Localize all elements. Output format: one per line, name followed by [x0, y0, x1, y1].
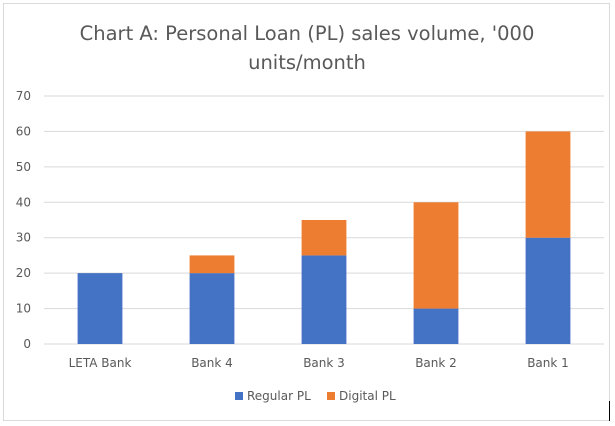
bar-regular-pl	[301, 255, 347, 344]
x-tick-label: Bank 1	[527, 356, 569, 370]
x-tick-label: Bank 2	[415, 356, 457, 370]
chart-title-line: units/month	[248, 51, 366, 74]
legend: Regular PL Digital PL	[235, 389, 396, 403]
x-tick-label: Bank 4	[191, 356, 233, 370]
chart-frame: Chart A: Personal Loan (PL) sales volume…	[3, 3, 610, 421]
x-tick-label: LETA Bank	[69, 356, 132, 370]
y-tick-label: 70	[16, 89, 31, 103]
bar-digital-pl	[189, 255, 235, 274]
legend-label: Regular PL	[247, 389, 311, 403]
bar-regular-pl	[77, 273, 123, 344]
bars	[77, 131, 571, 344]
y-tick-label: 20	[16, 266, 31, 280]
legend-swatch	[235, 392, 243, 400]
x-tick-label: Bank 3	[303, 356, 345, 370]
y-tick-label: 0	[23, 337, 31, 351]
legend-label: Digital PL	[339, 389, 396, 403]
y-tick-label: 30	[16, 231, 31, 245]
chart-svg: Chart A: Personal Loan (PL) sales volume…	[16, 22, 604, 403]
legend-swatch	[327, 392, 335, 400]
bar-digital-pl	[413, 202, 459, 309]
bar-regular-pl	[189, 273, 235, 344]
x-axis-ticks: LETA Bank Bank 4 Bank 3 Bank 2 Bank 1	[69, 356, 569, 370]
bar-regular-pl	[525, 237, 571, 344]
bar-regular-pl	[413, 308, 459, 344]
text-cursor	[609, 401, 610, 421]
y-tick-label: 10	[16, 302, 31, 316]
chart-title-line: Chart A: Personal Loan (PL) sales volume…	[80, 22, 535, 45]
chart-title: Chart A: Personal Loan (PL) sales volume…	[80, 22, 535, 74]
bar-digital-pl	[525, 131, 571, 238]
y-axis-ticks: 0 10 20 30 40 50 60 70	[16, 89, 31, 351]
bar-digital-pl	[301, 220, 347, 256]
y-tick-label: 60	[16, 124, 31, 138]
y-tick-label: 40	[16, 195, 31, 209]
y-tick-label: 50	[16, 160, 31, 174]
